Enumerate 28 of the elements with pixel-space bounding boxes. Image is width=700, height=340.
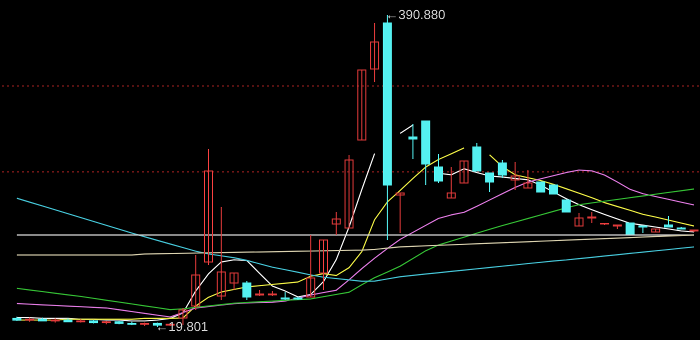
candlestick [664, 215, 673, 228]
candlestick [242, 280, 252, 300]
candlestick [318, 240, 328, 290]
candlestick [191, 254, 200, 310]
annotation: ←390.880 [385, 6, 446, 22]
candlestick [306, 234, 316, 298]
annotation: ←19.801 [155, 318, 208, 334]
candlestick [370, 22, 380, 82]
candlestick [230, 272, 239, 290]
candlestick [344, 154, 354, 229]
candlestick [396, 192, 405, 234]
candlestick [434, 154, 443, 184]
candlestick [587, 212, 596, 224]
candlestick [536, 182, 546, 193]
candlestick [498, 159, 507, 178]
candlestick [626, 222, 635, 234]
candlestick [204, 148, 214, 266]
candlestick [446, 166, 456, 198]
candlestick [332, 212, 341, 236]
candlestick [523, 170, 532, 188]
candlestick [357, 69, 366, 140]
candlestick [216, 206, 226, 300]
candlestick [460, 160, 469, 184]
candlestick [574, 212, 584, 226]
candlestick [408, 124, 418, 160]
candlestick [485, 172, 494, 193]
candlestick [562, 200, 571, 213]
candlestick [510, 162, 520, 191]
